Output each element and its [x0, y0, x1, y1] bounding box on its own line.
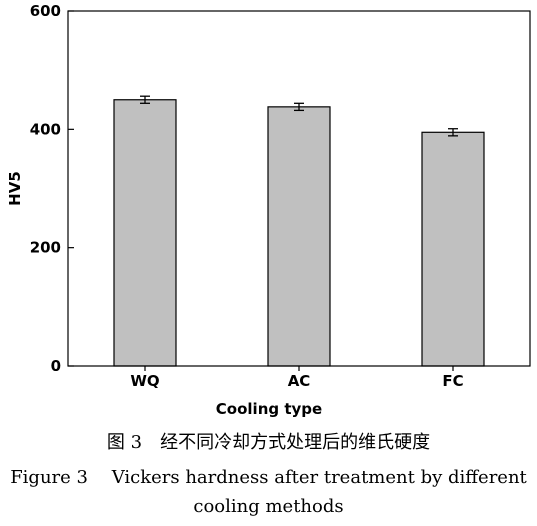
x-axis-ticks: WQ AC FC: [130, 366, 464, 390]
bar-fc: [421, 131, 485, 367]
bars: [113, 95, 485, 367]
bar-ac: [267, 106, 331, 367]
y-tick-label: 600: [30, 2, 61, 20]
figure-caption-chinese: 图 3 经不同冷却方式处理后的维氏硬度: [106, 432, 431, 453]
y-axis-label: HV5: [6, 171, 24, 206]
x-axis-label: Cooling type: [216, 400, 322, 418]
y-tick-label: 200: [30, 239, 61, 257]
x-tick-label-ac: AC: [288, 372, 311, 390]
x-tick-label-wq: WQ: [130, 372, 159, 390]
figure-caption-english-line1: Figure 3 Vickers hardness after treatmen…: [10, 467, 527, 488]
bar-chart: 0 200 400 600 WQ AC FC HV5 Cooling type: [6, 2, 531, 418]
bar-wq: [113, 99, 177, 367]
y-axis-ticks: 0 200 400 600: [30, 2, 74, 375]
y-tick-label: 400: [30, 120, 61, 138]
x-tick-label-fc: FC: [442, 372, 463, 390]
plot-frame: [67, 10, 531, 367]
figure-caption-english-line2: cooling methods: [193, 496, 344, 517]
y-tick-label: 0: [51, 357, 61, 375]
